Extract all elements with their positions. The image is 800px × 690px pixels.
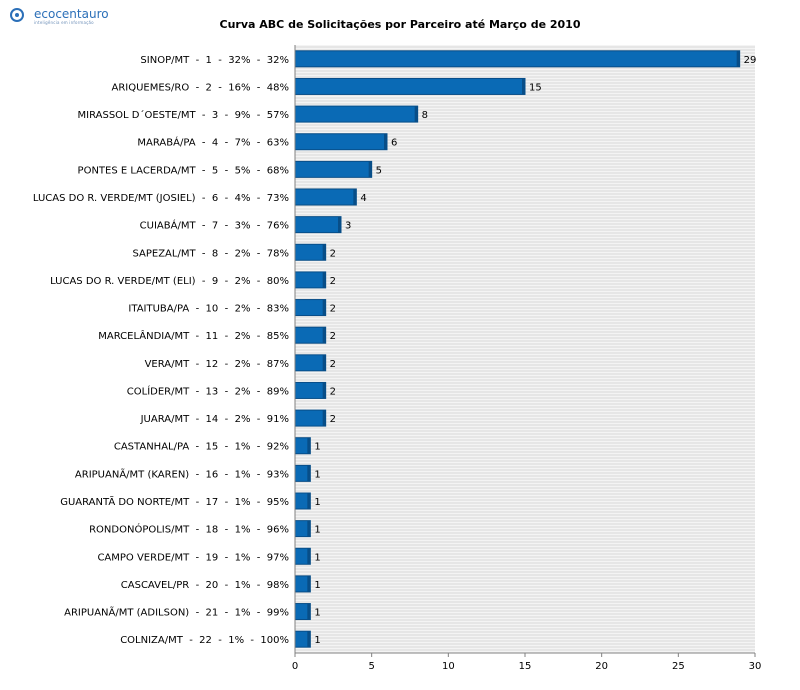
bar-edge xyxy=(368,161,372,178)
logo-name: ecocentauro xyxy=(34,7,109,21)
category-label: VERA/MT - 12 - 2% - 87% xyxy=(145,359,289,370)
bar xyxy=(294,354,327,372)
category-label: GUARANTÃ DO NORTE/MT - 17 - 1% - 95% xyxy=(60,495,289,508)
bar-edge xyxy=(322,354,326,371)
bar-edge xyxy=(322,271,326,288)
category-label: ITAITUBA/PA - 10 - 2% - 83% xyxy=(128,304,289,315)
bar-edge xyxy=(384,133,387,150)
bar-edge xyxy=(307,603,311,620)
x-tick-label: 30 xyxy=(749,661,762,672)
bar xyxy=(294,50,741,68)
value-label: 6 xyxy=(391,138,397,149)
bar-edge xyxy=(322,244,326,261)
bar-edge xyxy=(307,520,311,537)
category-label: CAMPO VERDE/MT - 19 - 1% - 97% xyxy=(97,552,289,563)
x-tick-label: 10 xyxy=(442,661,455,672)
bar xyxy=(294,188,357,206)
category-label: ARIPUANÃ/MT (ADILSON) - 21 - 1% - 99% xyxy=(64,606,289,619)
logo-tagline: inteligência em informação xyxy=(34,20,94,25)
value-label: 4 xyxy=(360,193,366,204)
category-label: LUCAS DO R. VERDE/MT (ELI) - 9 - 2% - 80… xyxy=(50,276,289,287)
value-label: 1 xyxy=(314,497,320,508)
category-label: CUIABÁ/MT - 7 - 3% - 76% xyxy=(140,219,289,232)
bar xyxy=(294,77,526,95)
category-label: MARABÁ/PA - 4 - 7% - 63% xyxy=(137,136,289,149)
category-label: ARIQUEMES/RO - 2 - 16% - 48% xyxy=(111,82,289,93)
category-label: RONDONÓPOLIS/MT - 18 - 1% - 96% xyxy=(89,523,289,536)
value-label: 2 xyxy=(330,276,336,287)
value-label: 2 xyxy=(330,248,336,259)
value-label: 2 xyxy=(330,359,336,370)
bar-edge xyxy=(353,189,357,205)
value-label: 1 xyxy=(314,525,320,536)
value-label: 2 xyxy=(330,331,336,342)
value-label: 5 xyxy=(376,165,382,176)
bar-edge xyxy=(307,575,311,592)
category-label: ARIPUANÃ/MT (KAREN) - 16 - 1% - 93% xyxy=(75,467,289,480)
category-label: CASTANHAL/PA - 15 - 1% - 92% xyxy=(114,442,289,453)
category-label: MIRASSOL D´OESTE/MT - 3 - 9% - 57% xyxy=(78,109,289,121)
value-label: 1 xyxy=(314,469,320,480)
bar-edge xyxy=(414,106,418,123)
category-label: SINOP/MT - 1 - 32% - 32% xyxy=(140,55,289,66)
value-label: 1 xyxy=(314,442,320,453)
category-label: COLÍDER/MT - 13 - 2% - 89% xyxy=(127,384,289,397)
category-label: PONTES E LACERDA/MT - 5 - 5% - 68% xyxy=(78,165,289,176)
bar xyxy=(294,160,373,178)
bar-edge xyxy=(307,493,311,509)
value-label: 2 xyxy=(330,386,336,397)
value-label: 1 xyxy=(314,552,320,563)
bar xyxy=(294,381,327,399)
bar-edge xyxy=(307,548,311,565)
value-label: 1 xyxy=(314,635,320,646)
category-label: COLNIZA/MT - 22 - 1% - 100% xyxy=(120,635,289,646)
category-label: MARCELÂNDIA/MT - 11 - 2% - 85% xyxy=(98,329,289,342)
bar-edge xyxy=(322,382,326,399)
bar-edge xyxy=(322,410,326,427)
bar-edge xyxy=(307,465,311,482)
value-label: 2 xyxy=(330,414,336,425)
category-label: CASCAVEL/PR - 20 - 1% - 98% xyxy=(121,580,289,591)
value-label: 29 xyxy=(744,55,757,66)
x-tick-label: 5 xyxy=(368,661,374,672)
category-label: SAPEZAL/MT - 8 - 2% - 78% xyxy=(132,248,289,259)
x-tick-label: 0 xyxy=(292,661,298,672)
bar-edge xyxy=(736,50,740,67)
x-tick-label: 20 xyxy=(595,661,608,672)
bar-edge xyxy=(522,78,525,95)
x-tick-label: 15 xyxy=(519,661,532,672)
bar-edge xyxy=(338,216,341,233)
value-label: 8 xyxy=(422,110,428,121)
bar xyxy=(294,133,388,151)
category-label: JUARA/MT - 14 - 2% - 91% xyxy=(140,414,289,425)
chart-title: Curva ABC de Solicitações por Parceiro a… xyxy=(219,18,581,31)
value-label: 15 xyxy=(529,82,542,93)
x-tick-label: 25 xyxy=(672,661,685,672)
value-label: 3 xyxy=(345,221,351,232)
bar-edge xyxy=(307,631,311,648)
bar xyxy=(294,105,419,123)
logo-icon xyxy=(10,8,24,22)
bar-edge xyxy=(322,327,326,344)
value-label: 1 xyxy=(314,608,320,619)
bar xyxy=(294,409,327,427)
value-label: 2 xyxy=(330,304,336,315)
bar xyxy=(294,299,327,317)
bar xyxy=(294,326,327,344)
category-label: LUCAS DO R. VERDE/MT (JOSIEL) - 6 - 4% -… xyxy=(33,193,289,204)
bar xyxy=(294,216,342,234)
bar xyxy=(294,271,327,289)
value-label: 1 xyxy=(314,580,320,591)
bar xyxy=(294,243,327,261)
bar-edge xyxy=(322,299,326,316)
bar-edge xyxy=(307,437,311,454)
